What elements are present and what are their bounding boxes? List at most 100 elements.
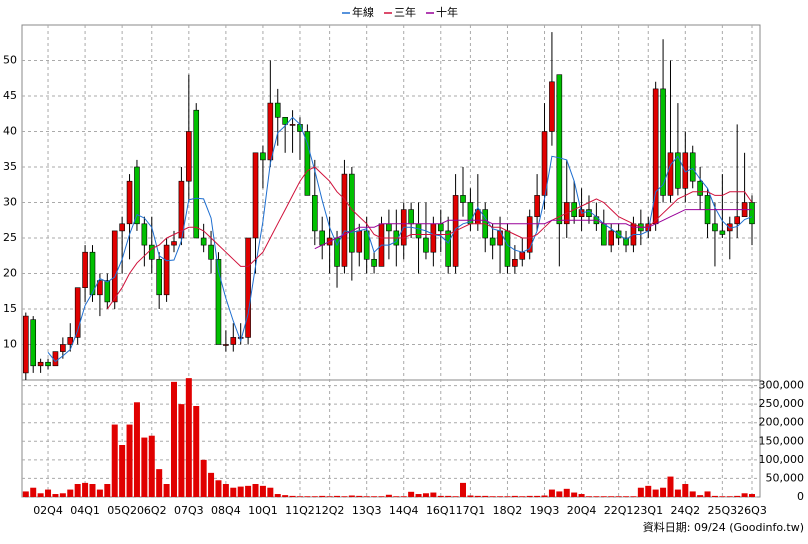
candle-body [30,319,37,367]
y2-tick-label: 100,000 [759,453,805,466]
volume-bar [541,495,548,497]
x-tick-label: 24Q2 [670,504,700,517]
candle-body [282,117,288,125]
candle-body [215,258,222,345]
volume-bar [645,485,652,497]
volume-bar [296,496,303,497]
volume-bar [378,496,385,497]
volume-bar [37,493,44,497]
volume-bar [200,459,207,497]
volume-bar [704,491,711,497]
candle-body [237,337,244,339]
x-tick-label: 13Q3 [352,504,382,517]
volume-bar [711,495,718,497]
volume-bar [193,406,200,497]
volume-bar [608,496,615,497]
volume-bar [593,496,600,497]
candle-body [111,230,118,303]
candle-body [156,258,162,296]
volume-bar [585,496,592,497]
volume-bar [689,491,696,497]
candle-body [148,244,155,260]
volume-bar [504,496,511,497]
legend-label: 年線 [352,5,374,19]
candle-body [319,230,326,246]
volume-bar [74,484,81,497]
volume-bar [104,484,111,497]
candle-body [134,166,140,225]
volume-bar [726,496,733,497]
volume-bar [185,378,192,497]
volume-bar [430,492,437,497]
volume-bar [482,495,489,497]
candle-body [541,131,548,196]
candle-body [504,230,511,267]
candle-body [45,361,51,367]
volume-bar [719,496,726,497]
x-tick-label: 18Q2 [493,504,523,517]
y2-tick-label: 150,000 [759,434,805,447]
volume-bar [289,495,296,497]
candle-body [304,131,311,196]
candle-body [119,223,125,232]
legend-label: 三年 [394,5,416,19]
volume-bar [156,469,163,497]
volume-bar [208,472,215,497]
candle-body [311,195,318,232]
ma-line [47,116,753,363]
candle-body [749,202,755,225]
x-tick-label: 05Q2 [107,504,137,517]
x-tick-label: 19Q3 [530,504,560,517]
volume-bar [334,495,341,497]
candle-body [349,173,355,253]
volume-bar [445,495,452,497]
candle-body [89,251,96,296]
volume-bar [59,493,66,497]
y-tick-label: 50 [3,54,17,67]
volume-bar [600,496,607,497]
x-tick-label: 12Q2 [315,504,345,517]
candle-body [489,237,496,246]
x-tick-label: 14Q4 [389,504,419,517]
candle-body [208,244,214,260]
candle-body [437,223,444,232]
y2-tick-label: 50,000 [766,471,805,484]
candle-body [371,258,377,267]
x-tick-label: 08Q4 [211,504,241,517]
candle-body [667,152,674,196]
volume-bar [474,495,481,497]
volume-bar [348,495,355,497]
volume-bar [437,495,444,497]
x-tick-label: 16Q1 [426,504,456,517]
source-note: 資料日期: 09/24 (Goodinfo.tw) [643,520,804,534]
y-tick-label: 20 [3,267,17,280]
candle-body [675,152,681,189]
volume-bar [311,496,318,497]
volume-bar [222,484,229,497]
volume-bar [548,489,555,497]
candle-body [423,237,429,253]
volume-bar [749,494,755,497]
candle-body [274,102,281,118]
candle-body [519,251,526,260]
volume-bar [82,482,89,497]
candle-body [104,280,111,303]
volume-bar [615,496,622,497]
candle-body [356,230,363,253]
candle-body [512,258,518,267]
candle-body [267,102,274,161]
volume-bar [245,485,252,497]
candle-body [712,223,718,232]
y2-tick-label: 0 [797,490,804,503]
candle-body [623,237,629,246]
volume-bar [45,489,52,497]
volume-bar [274,494,281,497]
candle-body [230,337,237,345]
volume-bar [52,494,59,497]
candle-body [245,237,251,338]
x-tick-label: 06Q2 [137,504,167,517]
candle-body [408,209,414,225]
volume-bar [22,491,29,497]
candle-body [341,173,348,267]
